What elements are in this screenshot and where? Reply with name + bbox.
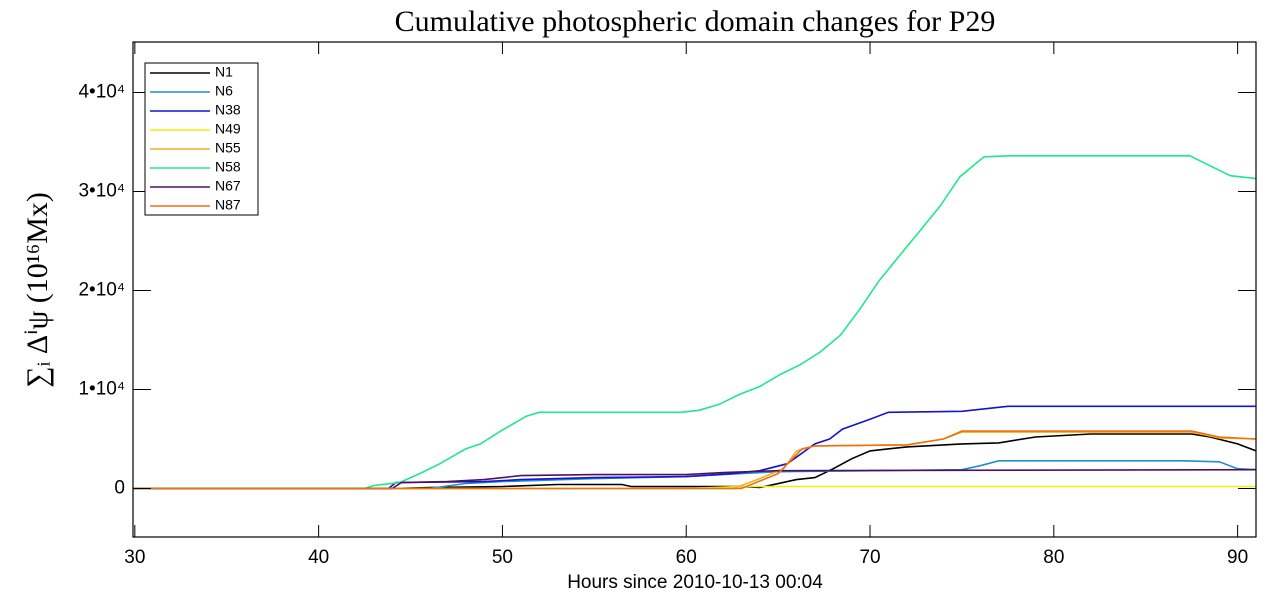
plot: [133, 155, 1256, 490]
x-tick-label: 80: [1043, 547, 1064, 568]
x-tick-label: 70: [859, 547, 880, 568]
legend-label: N58: [215, 159, 241, 175]
legend-label: N6: [215, 83, 233, 99]
series-line: [133, 468, 1256, 490]
legend-label: N38: [215, 102, 241, 118]
legend-label: N1: [215, 64, 233, 80]
y-tick-label: 1•10⁴: [78, 379, 125, 400]
series-line: [133, 433, 1256, 490]
chart-title: Cumulative photospheric domain changes f…: [395, 5, 996, 38]
series-line: [133, 155, 1256, 490]
y-tick-label: 0: [114, 478, 125, 499]
x-tick-label: 90: [1227, 547, 1248, 568]
x-tick-label: 60: [676, 547, 697, 568]
x-axis-label: Hours since 2010-10-13 00:04: [567, 572, 823, 593]
series-line: [133, 430, 1256, 490]
y-tick-label: 3•10⁴: [78, 181, 125, 202]
legend-label: N49: [215, 121, 241, 137]
legend-box: [144, 62, 259, 216]
x-tick-label: 40: [308, 547, 329, 568]
plot-frame: [132, 41, 1257, 538]
legend-label: N87: [215, 197, 241, 213]
x-tick-label: 50: [492, 547, 513, 568]
y-axis-label: ∑ᵢ Δⁱψ (10¹⁶Mx): [21, 192, 54, 388]
x-tick-label: 30: [124, 547, 145, 568]
y-tick-label: 2•10⁴: [78, 280, 125, 301]
series-line: [133, 405, 1256, 490]
y-tick-label: 4•10⁴: [78, 82, 125, 103]
legend-label: N67: [215, 178, 241, 194]
legend-label: N55: [215, 140, 241, 156]
